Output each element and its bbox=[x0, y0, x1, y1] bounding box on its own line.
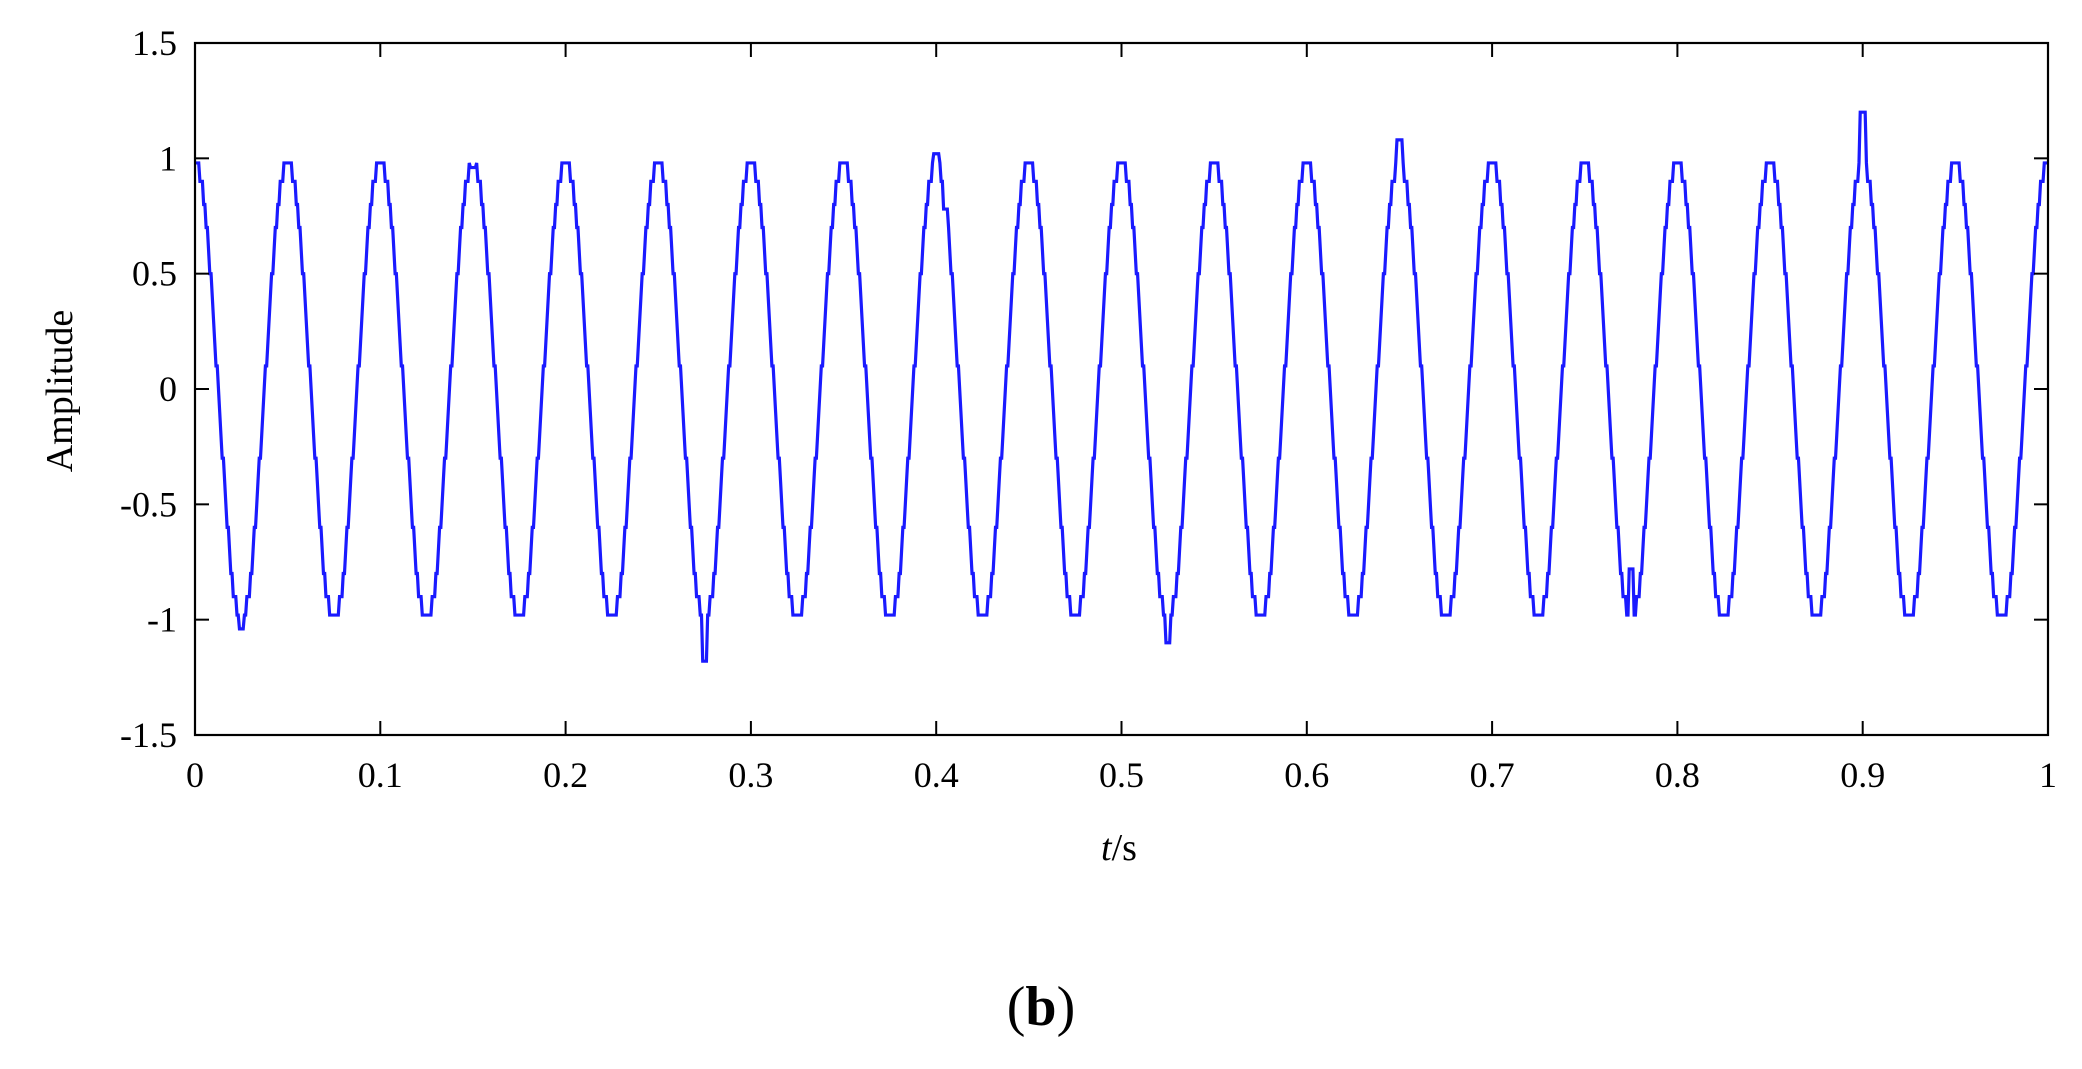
x-axis-label-unit: /s bbox=[1112, 827, 1137, 869]
plot-area bbox=[195, 110, 2048, 663]
x-tick-label: 0 bbox=[186, 755, 204, 795]
x-tick-label: 0.5 bbox=[1099, 755, 1144, 795]
x-tick-label: 0.2 bbox=[543, 755, 588, 795]
x-tick-label: 0.6 bbox=[1284, 755, 1329, 795]
y-tick-label: 1.5 bbox=[132, 23, 177, 63]
x-axis-label-variable: t bbox=[1101, 827, 1113, 869]
x-tick-label: 0.4 bbox=[914, 755, 959, 795]
x-tick-label: 0.3 bbox=[728, 755, 773, 795]
y-tick-label: -1 bbox=[147, 600, 177, 640]
panel-label-open: ( bbox=[1006, 976, 1026, 1038]
panel-label-letter: b bbox=[1025, 976, 1057, 1038]
y-tick-label: -1.5 bbox=[120, 715, 177, 755]
y-tick-label: 1 bbox=[159, 138, 177, 178]
y-axis-label: Amplitude bbox=[39, 310, 81, 473]
axes-frame bbox=[193, 41, 2050, 737]
labels: Amplitude t/s bbox=[39, 310, 1137, 869]
axes: 0 0.1 0.2 0.3 0.4 0.5 0.6 0.7 0.8 0.9 1 1.5 1 0.5 0 -0.… bbox=[120, 23, 2057, 795]
y-tick-label: 0.5 bbox=[132, 254, 177, 294]
x-tick-label: 0.1 bbox=[358, 755, 403, 795]
chart: 0 0.1 0.2 0.3 0.4 0.5 0.6 0.7 0.8 0.9 1 1.5 1 0.5 0 -0.… bbox=[39, 23, 2057, 869]
x-tick-label: 0.8 bbox=[1655, 755, 1700, 795]
y-tick-label: 0 bbox=[159, 369, 177, 409]
x-tick-label: 0.7 bbox=[1470, 755, 1515, 795]
panel-label: (b) bbox=[0, 975, 2082, 1039]
series-line-0 bbox=[195, 110, 2048, 663]
x-axis-label: t/s bbox=[1101, 827, 1137, 869]
panel-label-close: ) bbox=[1056, 976, 1076, 1038]
y-tick-label: -0.5 bbox=[120, 484, 177, 524]
x-tick-label: 0.9 bbox=[1840, 755, 1885, 795]
x-tick-label: 1 bbox=[2039, 755, 2057, 795]
